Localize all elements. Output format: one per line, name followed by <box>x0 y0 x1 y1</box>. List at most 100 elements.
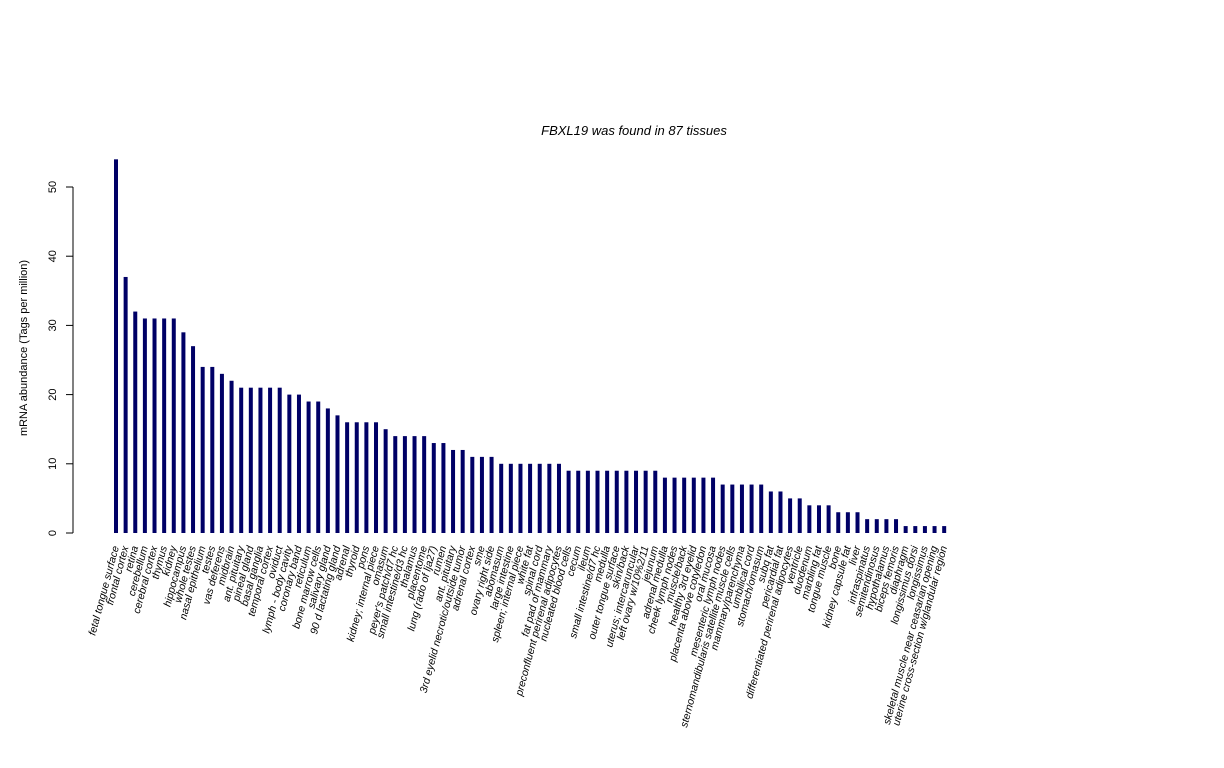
chart-title: FBXL19 was found in 87 tissues <box>541 123 727 138</box>
y-tick-label: 20 <box>47 388 59 400</box>
bar <box>470 456 475 533</box>
bar <box>547 463 552 533</box>
bar <box>422 436 427 533</box>
bar <box>922 526 927 533</box>
bar <box>797 498 802 533</box>
bar <box>133 311 138 533</box>
bar <box>181 332 186 533</box>
bar <box>412 436 417 533</box>
bar <box>431 443 436 533</box>
bar <box>460 449 465 533</box>
x-category-label: bone <box>827 545 845 571</box>
bar <box>364 422 369 533</box>
y-tick-label: 10 <box>47 458 59 470</box>
x-category-label: sme <box>471 545 488 567</box>
bar <box>768 491 773 533</box>
bar <box>374 422 379 533</box>
y-tick-label: 30 <box>47 319 59 331</box>
bar <box>653 470 658 533</box>
bar <box>942 526 947 533</box>
bar <box>807 505 812 533</box>
bar <box>518 463 523 533</box>
bar <box>345 422 350 533</box>
bar <box>711 477 716 533</box>
bar <box>316 401 321 533</box>
bar <box>730 484 735 533</box>
bar <box>865 519 870 533</box>
bar <box>826 505 831 533</box>
bar <box>162 318 167 533</box>
bar <box>816 505 821 533</box>
bar <box>913 526 918 533</box>
bar <box>479 456 484 533</box>
bar <box>142 318 147 533</box>
bar <box>672 477 677 533</box>
bar <box>528 463 533 533</box>
bar <box>682 477 687 533</box>
bar <box>662 477 667 533</box>
bar <box>499 463 504 533</box>
bar <box>903 526 908 533</box>
bar <box>845 512 850 533</box>
bar <box>296 394 301 533</box>
bar <box>739 484 744 533</box>
bar <box>248 387 253 533</box>
bar <box>219 373 224 533</box>
y-tick-label: 40 <box>47 250 59 262</box>
bar <box>306 401 311 533</box>
bar <box>566 470 571 533</box>
bar <box>634 470 639 533</box>
y-tick-label: 50 <box>47 181 59 193</box>
y-axis: 0 10 20 30 40 50 <box>47 181 74 536</box>
bar <box>402 436 407 533</box>
bar <box>691 477 696 533</box>
bar <box>585 470 590 533</box>
y-tick-label: 0 <box>47 530 59 536</box>
bar <box>749 484 754 533</box>
bar <box>605 470 610 533</box>
bar <box>884 519 889 533</box>
bar <box>258 387 263 533</box>
x-category-label: liver <box>847 544 864 566</box>
bar <box>393 436 398 533</box>
bar <box>701 477 706 533</box>
bar <box>556 463 561 533</box>
bar <box>855 512 860 533</box>
bar <box>624 470 629 533</box>
bar <box>894 519 899 533</box>
bar <box>114 159 118 533</box>
bar <box>576 470 581 533</box>
bar <box>595 470 600 533</box>
bar <box>836 512 841 533</box>
bar <box>383 429 388 533</box>
bar <box>171 318 176 533</box>
bar <box>191 346 196 533</box>
bar <box>354 422 359 533</box>
bar <box>229 380 234 533</box>
y-axis-label: mRNA abundance (Tags per million) <box>18 260 30 436</box>
bar <box>268 387 273 533</box>
bar <box>123 276 128 533</box>
bar <box>643 470 648 533</box>
bar <box>277 387 282 533</box>
bar <box>325 408 330 533</box>
bar <box>778 491 783 533</box>
bar <box>720 484 725 533</box>
bar <box>932 526 937 533</box>
bar <box>874 519 879 533</box>
bar <box>200 366 205 533</box>
bar <box>152 318 157 533</box>
bar <box>239 387 244 533</box>
bars <box>114 159 947 533</box>
bar <box>788 498 793 533</box>
bar <box>441 443 446 533</box>
bar <box>508 463 513 533</box>
bar <box>335 415 340 533</box>
bar <box>489 456 494 533</box>
bar <box>759 484 764 533</box>
bar <box>614 470 619 533</box>
bar <box>451 449 456 533</box>
bar <box>287 394 292 533</box>
